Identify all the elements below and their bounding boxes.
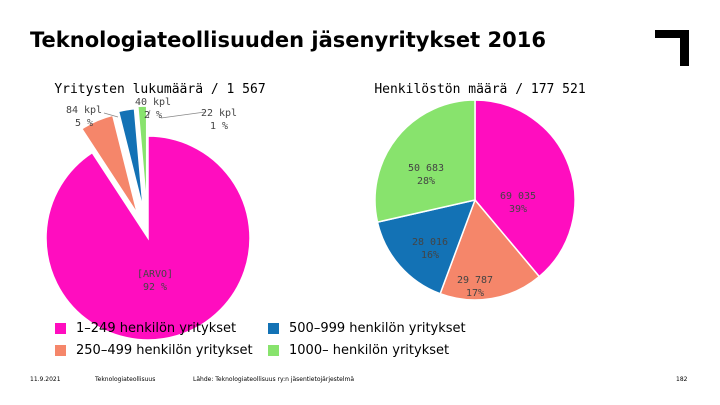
legend-label: 1000– henkilön yritykset	[289, 343, 450, 358]
data-label: 40 kpl 2 %	[135, 97, 171, 121]
footer-page-number: 182	[676, 376, 688, 383]
legend-label: 250–499 henkilön yritykset	[76, 343, 253, 358]
legend-label: 500–999 henkilön yritykset	[289, 321, 466, 336]
legend-label: 1–249 henkilön yritykset	[76, 321, 237, 336]
leader-line	[160, 111, 206, 119]
pie-slice-4	[374, 99, 476, 224]
legend-item-1000: 1000– henkilön yritykset	[268, 343, 449, 358]
footer-source: Lähde: Teknologiateollisuus ry:n jäsenti…	[193, 376, 355, 383]
pie-personnel: 69 035 39% 29 787 17% 28 016 16% 50 683 28%	[374, 99, 576, 301]
data-label: 69 035 39%	[500, 191, 536, 215]
legend-swatch	[55, 323, 66, 334]
data-label: 28 016 16%	[412, 237, 448, 261]
data-label: 22 kpl 1 %	[201, 108, 237, 132]
data-label: [ARVO] 92 %	[137, 269, 173, 293]
pie-companies: [ARVO] 92 % 84 kpl 5 % 40 kpl 2 % 22 kpl 1 %	[45, 97, 251, 341]
chart-title-personnel: Henkilöstön määrä / 177 521	[374, 82, 585, 97]
brand-logo-icon	[655, 30, 689, 66]
leader-line	[103, 112, 119, 118]
legend-item-1-249: 1–249 henkilön yritykset	[55, 321, 236, 336]
legend-item-250-499: 250–499 henkilön yritykset	[55, 343, 253, 358]
footer-date: 11.9.2021	[30, 376, 61, 383]
legend-swatch	[268, 323, 279, 334]
legend-item-500-999: 500–999 henkilön yritykset	[268, 321, 466, 336]
legend-swatch	[55, 345, 66, 356]
pie-slice-1	[45, 135, 251, 341]
pie-slice-4	[136, 105, 148, 209]
data-label: 84 kpl 5 %	[66, 105, 102, 129]
data-label: 29 787 17%	[457, 275, 493, 299]
footer-org: Teknologiateollisuus	[95, 376, 156, 383]
pie-slice-3	[376, 198, 477, 295]
slide-title: Teknologiateollisuuden jäsenyritykset 20…	[30, 28, 546, 52]
pie-slice-1	[474, 99, 576, 278]
leader-line	[147, 109, 151, 119]
pie-slice-2	[439, 198, 541, 301]
pie-slice-3	[117, 107, 145, 211]
legend-swatch	[268, 345, 279, 356]
chart-title-companies: Yritysten lukumäärä / 1 567	[54, 82, 265, 97]
data-label: 50 683 28%	[408, 163, 444, 187]
